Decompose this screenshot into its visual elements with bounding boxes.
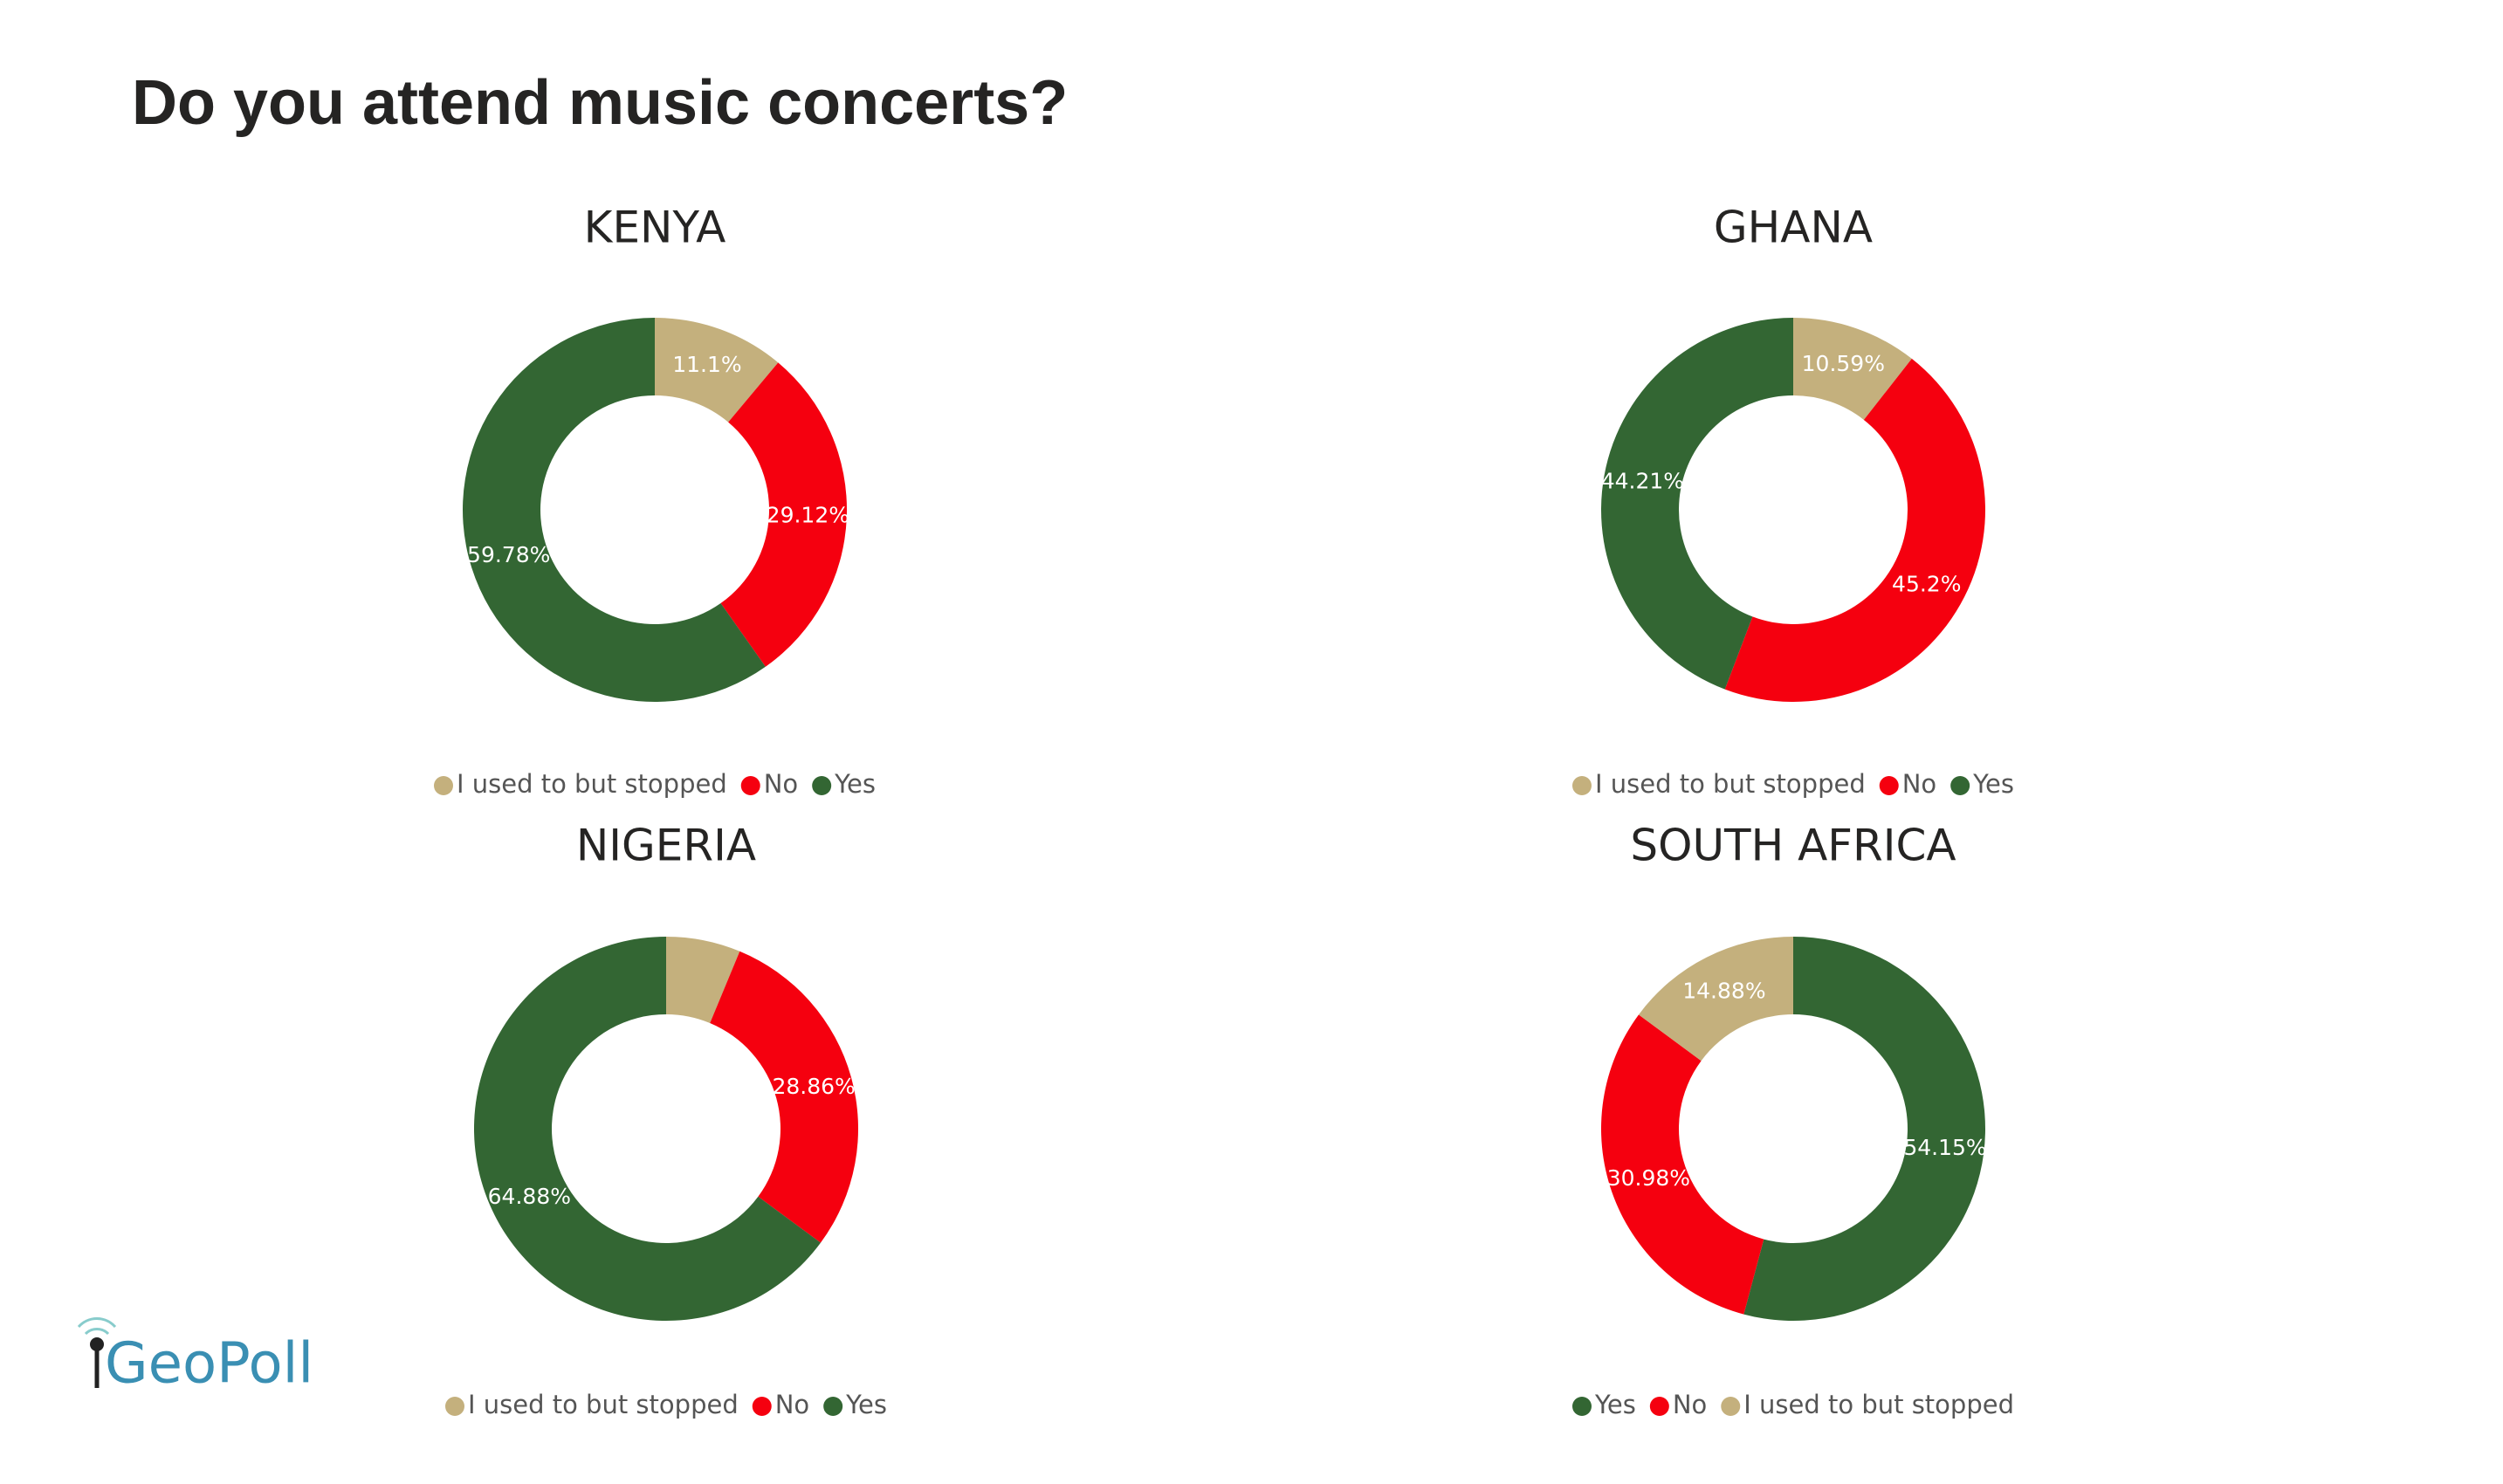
donut-slice <box>462 318 766 702</box>
legend: I used to but stopped No Yes <box>445 1390 887 1419</box>
legend-label: Yes <box>834 769 876 799</box>
donut-slice <box>1724 358 1985 703</box>
donut-slice <box>1793 318 1912 420</box>
legend-label: I used to but stopped <box>457 769 727 799</box>
donut-slice <box>474 937 822 1321</box>
data-label: 11.1% <box>672 352 741 377</box>
chart-title: KENYA <box>584 203 726 253</box>
legend-marker <box>1721 1397 1741 1416</box>
legend-label: No <box>764 769 798 799</box>
legend-label: Yes <box>1972 769 2014 799</box>
legend-marker <box>812 776 832 795</box>
chart-title: GHANA <box>1714 203 1873 253</box>
logo: GeoPoll <box>105 1332 313 1397</box>
donut-slice <box>1600 318 1793 690</box>
legend-marker <box>1950 776 1970 795</box>
donut-slice <box>1600 1014 1764 1315</box>
legend-marker <box>434 776 453 795</box>
page-title: Do you attend music concerts? <box>132 68 1068 138</box>
legend-label: I used to but stopped <box>1595 769 1866 799</box>
donut-slice <box>720 362 847 667</box>
legend-label: No <box>1673 1390 1707 1419</box>
donut-slice <box>1639 937 1793 1061</box>
legend-marker <box>1572 776 1592 795</box>
data-label: 28.86% <box>772 1074 855 1099</box>
donut-slice <box>1743 937 1985 1321</box>
data-label: 44.21% <box>1601 468 1684 493</box>
donut-slice <box>710 951 858 1243</box>
legend-label: I used to but stopped <box>1743 1390 2014 1419</box>
data-label: 14.88% <box>1682 978 1765 1003</box>
legend-marker <box>752 1397 772 1416</box>
logo-icon <box>77 1317 117 1388</box>
data-label: 59.78% <box>467 542 550 567</box>
legend-label: No <box>775 1390 809 1419</box>
legend-label: No <box>1902 769 1936 799</box>
data-label: 45.2% <box>1892 571 1961 596</box>
data-label: 29.12% <box>767 502 849 527</box>
data-label: 10.59% <box>1802 351 1885 376</box>
legend-marker <box>445 1397 464 1416</box>
chart-title: SOUTH AFRICA <box>1630 821 1956 871</box>
legend-label: I used to but stopped <box>468 1390 739 1419</box>
legend-marker <box>1879 776 1899 795</box>
legend-label: Yes <box>845 1390 887 1419</box>
legend-marker <box>740 776 760 795</box>
donut-slice <box>666 937 740 1024</box>
data-label: 54.15% <box>1903 1135 1986 1160</box>
legend: Yes No I used to but stopped <box>1572 1390 2014 1419</box>
data-label: 64.88% <box>488 1184 571 1209</box>
legend-marker <box>1649 1397 1669 1416</box>
data-label: 30.98% <box>1607 1165 1690 1191</box>
legend-marker <box>823 1397 843 1416</box>
chart-title: NIGERIA <box>576 821 756 871</box>
donut-slice <box>655 318 779 423</box>
legend: I used to but stopped No Yes <box>1572 769 2014 799</box>
legend: I used to but stopped No Yes <box>434 769 876 799</box>
legend-label: Yes <box>1594 1390 1636 1419</box>
legend-marker <box>1572 1397 1592 1416</box>
